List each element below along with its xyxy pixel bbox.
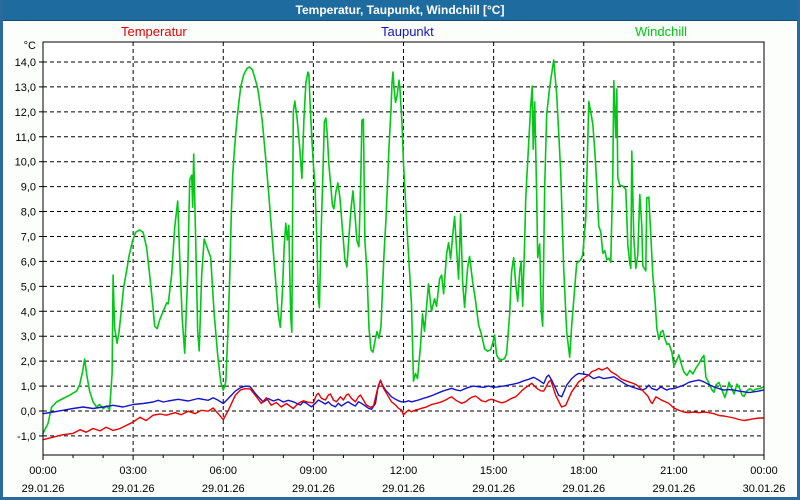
x-tick-date-label: 29.01.26 — [112, 483, 155, 495]
x-tick-time-label: 15:00 — [480, 465, 508, 477]
x-tick-time-label: 21:00 — [660, 465, 688, 477]
x-tick-time-label: 12:00 — [390, 465, 418, 477]
title-bar[interactable]: Temperatur, Taupunkt, Windchill [°C] — [3, 0, 797, 21]
x-tick-date-label: 29.01.26 — [382, 483, 425, 495]
y-axis-unit-label: °C — [24, 40, 36, 52]
x-tick-date-label: 29.01.26 — [472, 483, 515, 495]
y-tick-label: 12,0 — [15, 107, 36, 119]
series-line-taupunkt — [42, 372, 764, 415]
y-tick-label: -1,0 — [17, 431, 36, 443]
x-tick-time-label: 09:00 — [300, 465, 328, 477]
y-tick-label: 4,0 — [21, 306, 36, 318]
x-tick-time-label: 00:00 — [29, 465, 57, 477]
x-tick-time-label: 03:00 — [119, 465, 147, 477]
y-tick-label: 8,0 — [21, 207, 36, 219]
x-tick-time-label: 18:00 — [570, 465, 598, 477]
y-tick-label: 13,0 — [15, 82, 36, 94]
series-line-windchill — [42, 59, 764, 435]
legend-item-taupunkt: Taupunkt — [381, 24, 434, 39]
y-tick-label: 2,0 — [21, 356, 36, 368]
y-tick-label: 14,0 — [15, 57, 36, 69]
x-tick-date-label: 30.01.26 — [743, 483, 786, 495]
legend-item-temperatur: Temperatur — [121, 24, 187, 39]
plot-canvas[interactable]: -1,0 0,0 1,0 2,0 3,0 4,0 5,0 6,0 7,0 8,0 9,0 10,0 11… — [3, 0, 800, 500]
x-tick-time-label: 00:00 — [750, 465, 778, 477]
y-tick-label: 6,0 — [21, 256, 36, 268]
legend-item-windchill: Windchill — [635, 24, 688, 39]
y-tick-label: 9,0 — [21, 182, 36, 194]
x-tick-date-label: 29.01.26 — [202, 483, 245, 495]
x-tick-time-label: 06:00 — [209, 465, 237, 477]
y-tick-label: 10,0 — [15, 157, 36, 169]
y-tick-label: 1,0 — [21, 381, 36, 393]
y-tick-label: 3,0 — [21, 331, 36, 343]
x-tick-date-label: 29.01.26 — [562, 483, 605, 495]
y-tick-label: 0,0 — [21, 406, 36, 418]
y-tick-label: 11,0 — [15, 132, 36, 144]
x-tick-date-label: 29.01.26 — [292, 483, 335, 495]
window-title: Temperatur, Taupunkt, Windchill [°C] — [295, 3, 505, 17]
x-tick-date-label: 29.01.26 — [652, 483, 695, 495]
y-tick-label: 7,0 — [21, 231, 36, 243]
x-tick-date-label: 29.01.26 — [22, 483, 65, 495]
series-line-temperatur — [42, 366, 764, 441]
y-tick-label: 5,0 — [21, 281, 36, 293]
